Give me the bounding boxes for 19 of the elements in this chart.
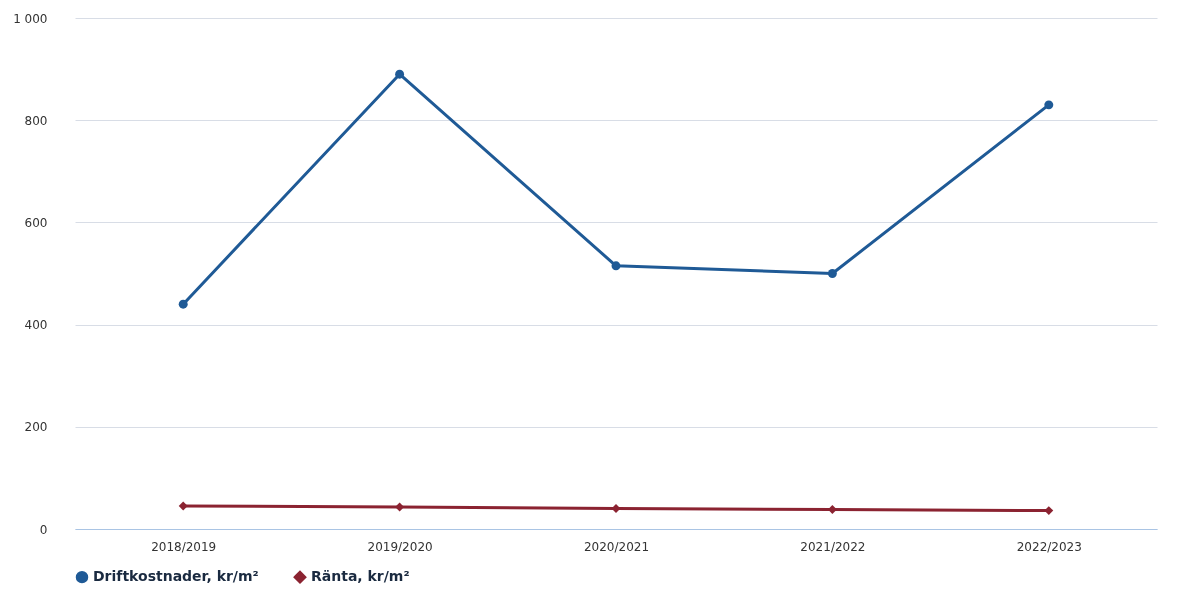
- x-tick-label: 2018/2019: [151, 539, 217, 554]
- point: [827, 269, 837, 278]
- legend-label: Driftkostnader, kr/m²: [93, 568, 259, 585]
- point: [1044, 100, 1054, 110]
- y-tick-label: 1 000: [13, 11, 48, 26]
- point: [395, 69, 405, 79]
- y-tick-label: 200: [24, 420, 48, 435]
- x-tick-label: 2021/2022: [800, 539, 866, 554]
- legend-label: Ränta, kr/m²: [311, 568, 410, 585]
- y-tick-label: 400: [24, 318, 48, 333]
- point: [178, 501, 188, 511]
- x-tick-label: 2019/2020: [367, 539, 433, 554]
- x-tick-label: 2020/2021: [583, 539, 650, 554]
- x-tick-label: 2022/2023: [1016, 539, 1082, 554]
- y-tick-label: 800: [24, 113, 48, 128]
- y-tick-label: 600: [24, 215, 48, 230]
- point: [611, 261, 621, 271]
- y-tick-label: 0: [39, 522, 48, 537]
- point: [178, 299, 188, 309]
